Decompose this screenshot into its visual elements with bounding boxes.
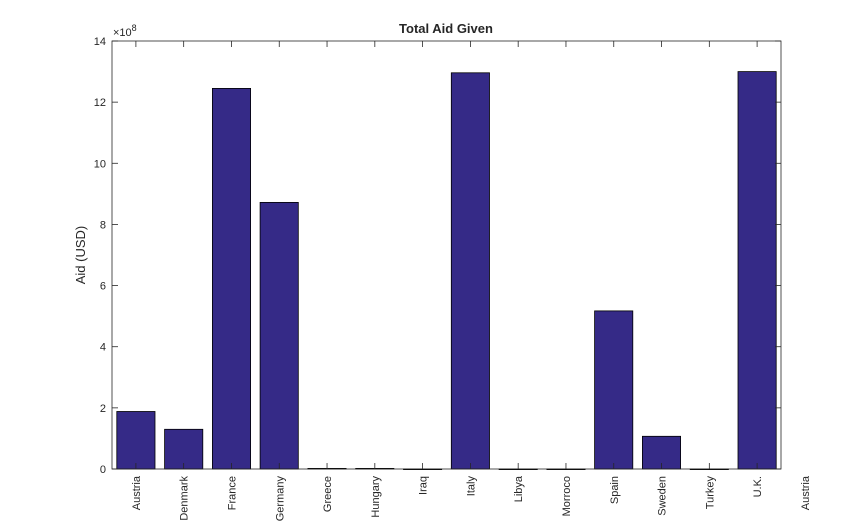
bar-germany <box>259 201 299 470</box>
x-tick-label: Iraq <box>418 476 430 495</box>
x-tick-label: Hungary <box>370 476 382 518</box>
y-exponent-base: ×10 <box>113 27 132 39</box>
y-tick-label: 8 <box>100 219 106 231</box>
chart-title: Total Aid Given <box>399 21 493 36</box>
x-tick-label: Turkey <box>704 476 716 510</box>
y-tick-label: 2 <box>100 403 106 415</box>
x-tick-label: Austria <box>800 475 812 510</box>
x-tick-label: Greece <box>322 476 334 512</box>
y-tick-label: 6 <box>100 281 106 293</box>
x-axis-ticks: Austria Denmark France Germany Greece Hungary… <box>131 41 812 521</box>
y-tick-label: 12 <box>94 97 106 109</box>
y-tick-label: 10 <box>94 158 106 170</box>
bar-u-k- <box>737 71 777 470</box>
y-tick-label: 0 <box>100 464 106 476</box>
y-tick-label: 4 <box>100 342 106 354</box>
y-axis-ticks: 0 2 4 6 8 10 12 14 <box>94 36 781 476</box>
x-tick-label: Libya <box>513 475 525 502</box>
bars-group <box>116 71 777 471</box>
y-tick-label: 14 <box>94 36 106 48</box>
x-tick-label: Germany <box>274 476 286 522</box>
x-tick-label: Morroco <box>561 476 573 516</box>
x-tick-label: Austria <box>131 475 143 510</box>
x-tick-label: Italy <box>465 476 477 497</box>
x-tick-label: Denmark <box>179 476 191 521</box>
bar-italy <box>450 72 490 470</box>
y-axis-label: Aid (USD) <box>73 226 88 285</box>
x-tick-label: U.K. <box>752 476 764 497</box>
x-tick-label: France <box>226 476 238 510</box>
bar-austria <box>116 411 156 470</box>
bar-france <box>211 88 251 470</box>
plot-area-frame <box>111 40 782 470</box>
x-tick-label: Spain <box>609 476 621 504</box>
bar-spain <box>594 310 634 470</box>
x-tick-label: Sweden <box>657 476 669 516</box>
y-exponent-label: ×108 <box>113 23 137 39</box>
y-exponent-power: 8 <box>132 23 137 33</box>
